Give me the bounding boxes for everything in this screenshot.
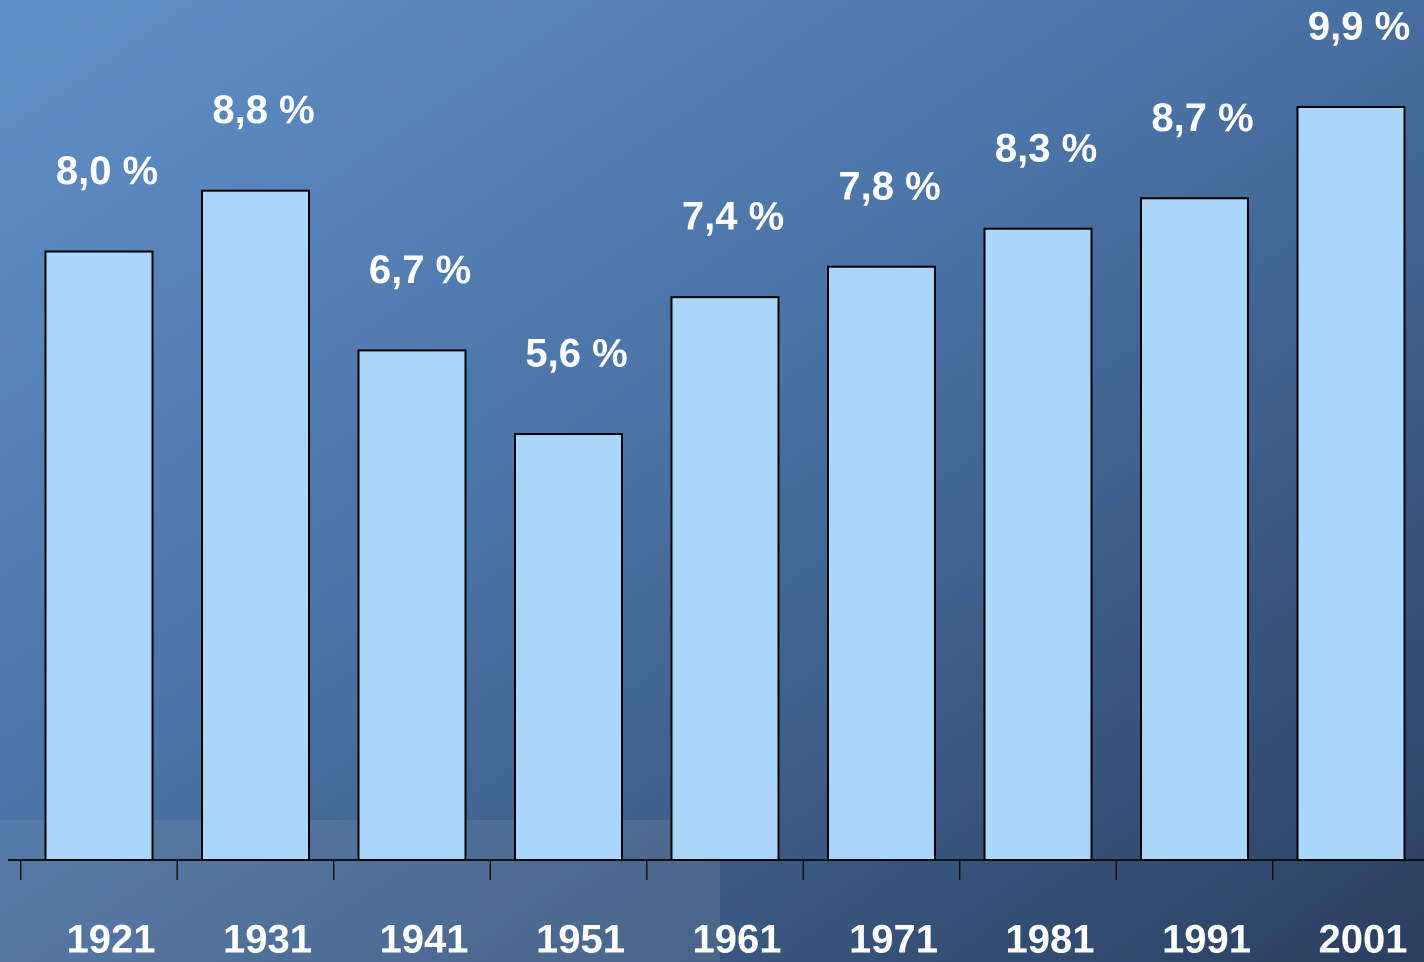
x-tick-label: 1921	[67, 918, 156, 962]
x-tick-label: 1961	[693, 918, 782, 962]
x-tick-label: 1971	[849, 918, 938, 962]
value-label: 7,4 %	[682, 195, 784, 239]
x-tick-label: 1981	[1006, 918, 1095, 962]
x-tick-label: 1951	[536, 918, 625, 962]
bar	[670, 296, 780, 862]
x-tick-label: 1931	[223, 918, 312, 962]
value-label: 9,9 %	[1308, 5, 1410, 49]
value-label: 8,8 %	[212, 88, 314, 132]
bar	[983, 227, 1093, 862]
bar	[44, 250, 154, 862]
x-tick-label: 1991	[1162, 918, 1251, 962]
x-tick-label: 2001	[1319, 918, 1408, 962]
value-label: 6,7 %	[369, 248, 471, 292]
bar	[201, 189, 310, 861]
value-label: 7,8 %	[838, 164, 940, 208]
bar	[1296, 106, 1406, 861]
value-label: 8,0 %	[56, 149, 158, 193]
bar	[1140, 197, 1249, 862]
value-label: 5,6 %	[525, 332, 627, 376]
value-label: 8,3 %	[995, 126, 1097, 170]
bar	[357, 349, 467, 861]
value-label: 8,7 %	[1151, 96, 1253, 140]
bar	[827, 265, 936, 861]
x-tick-label: 1941	[380, 918, 469, 962]
bar	[514, 433, 623, 861]
